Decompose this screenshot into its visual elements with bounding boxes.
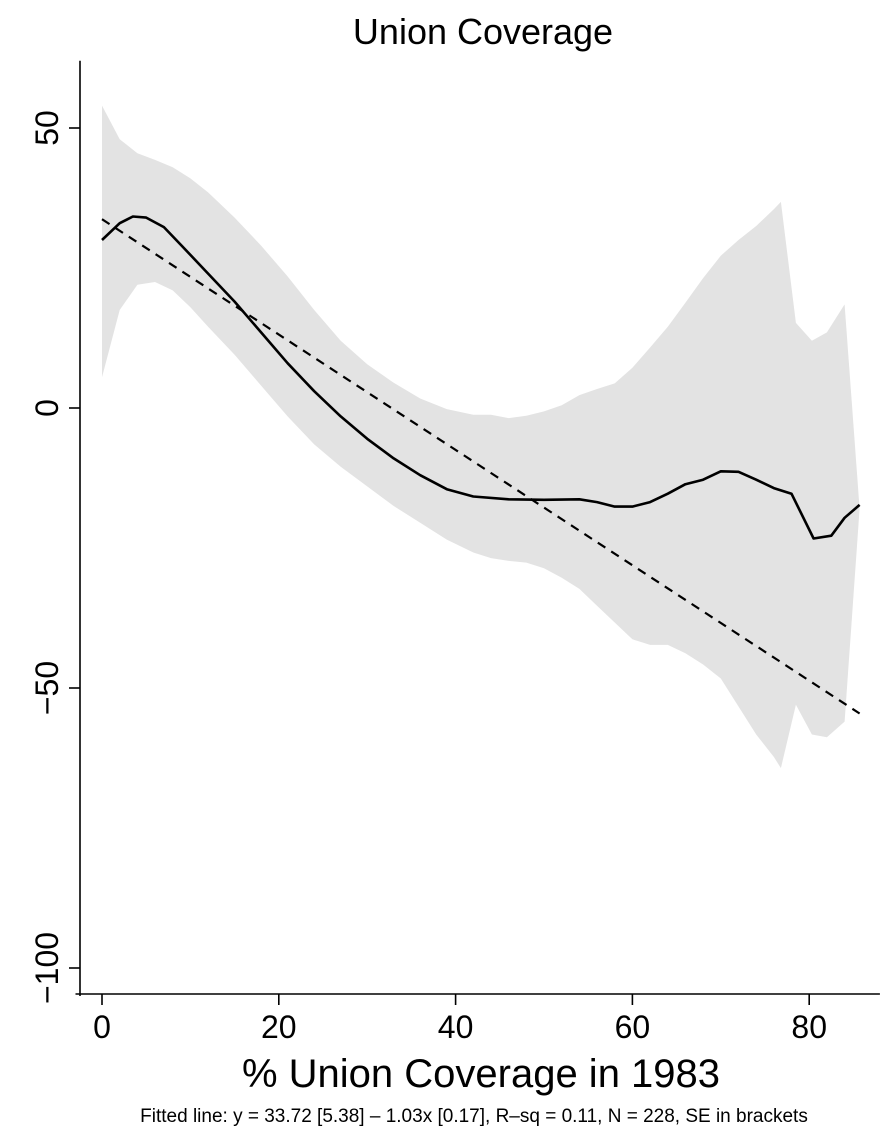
x-axis-label: % Union Coverage in 1983 xyxy=(242,1052,720,1096)
x-ticks: 0 20 40 60 80 xyxy=(93,994,827,1045)
x-tick-label: 20 xyxy=(261,1009,297,1045)
y-tick-label: −100 xyxy=(29,932,65,1004)
y-tick-label: 50 xyxy=(29,110,65,146)
x-tick-label: 0 xyxy=(93,1009,111,1045)
x-tick-label: 60 xyxy=(615,1009,651,1045)
confidence-band xyxy=(102,105,860,769)
chart-note: Fitted line: y = 33.72 [5.38] – 1.03x [0… xyxy=(140,1106,808,1127)
y-tick-label: 0 xyxy=(29,399,65,417)
x-tick-label: 40 xyxy=(438,1009,474,1045)
chart-title: Union Coverage xyxy=(353,11,613,52)
y-ticks: 50 0 −50 −100 xyxy=(29,110,80,1004)
x-tick-label: 80 xyxy=(791,1009,827,1045)
y-tick-label: −50 xyxy=(29,661,65,715)
lowess-line xyxy=(101,215,861,540)
fitted-line xyxy=(101,218,861,715)
